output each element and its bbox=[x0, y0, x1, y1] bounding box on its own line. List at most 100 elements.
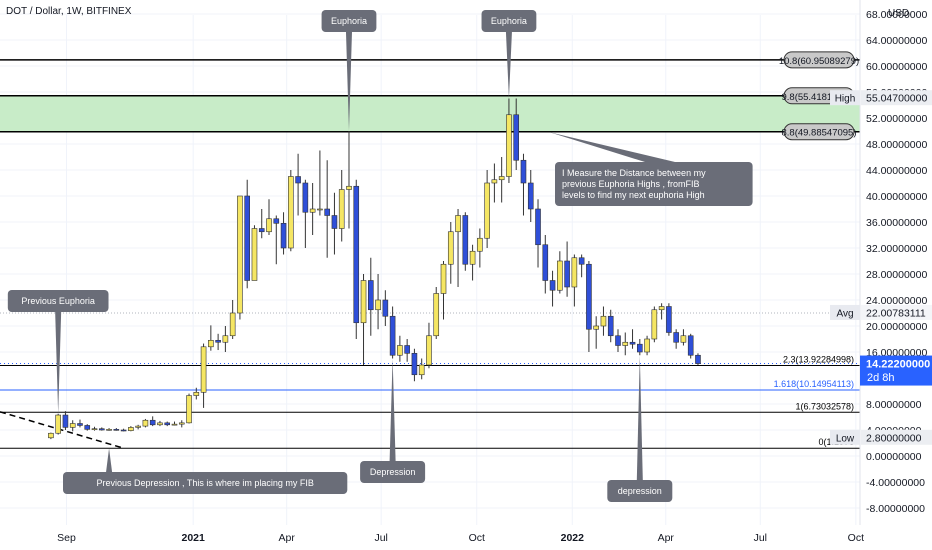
candle-down bbox=[295, 176, 301, 184]
candle-down bbox=[98, 428, 105, 431]
candle-up bbox=[477, 237, 483, 252]
candle-up bbox=[193, 391, 200, 396]
callout: depression bbox=[607, 355, 673, 502]
fib-level-label: 10.8(60.95089279) bbox=[779, 56, 859, 67]
line-badge-name: Avg bbox=[836, 308, 853, 319]
x-tick-label: Oct bbox=[848, 532, 864, 544]
candle-down bbox=[695, 354, 701, 364]
candle-up bbox=[251, 228, 258, 281]
x-tick-label: Jul bbox=[754, 532, 767, 544]
y-tick-label: 48.00000000 bbox=[866, 139, 927, 151]
line-badge-tag bbox=[830, 90, 860, 106]
callout-text: Previous Depression , This is where im p… bbox=[96, 478, 313, 488]
line-badge-value: 55.04700000 bbox=[866, 93, 927, 105]
candle-up bbox=[208, 339, 214, 348]
candle-down bbox=[513, 114, 520, 161]
callout-text: I Measure the Distance between my bbox=[562, 168, 706, 178]
x-tick-label: Apr bbox=[278, 532, 295, 544]
callout: Euphoria bbox=[481, 10, 537, 99]
candle-down bbox=[280, 223, 287, 249]
candle-up bbox=[171, 423, 178, 426]
candle-up bbox=[593, 325, 599, 330]
trend-line bbox=[0, 411, 124, 449]
candle-down bbox=[331, 215, 338, 229]
current-price-value: 14.22200000 bbox=[866, 359, 930, 371]
candle-up bbox=[237, 195, 243, 314]
annotations: Euphoria Euphoria Previous Euphoria Depress… bbox=[7, 10, 753, 502]
candle-up bbox=[186, 395, 192, 424]
fib-level-label: 1(6.73032578) bbox=[795, 401, 854, 411]
candle-up bbox=[571, 257, 578, 288]
candle-up bbox=[55, 414, 61, 434]
symbol-title[interactable]: DOT / Dollar, 1W, BITFINEX bbox=[6, 6, 132, 17]
candle-down bbox=[564, 260, 570, 288]
candle-down bbox=[666, 306, 672, 333]
callout-box bbox=[607, 480, 673, 502]
callout: Depression bbox=[360, 358, 426, 483]
callout-pointer bbox=[636, 355, 643, 480]
y-tick-label: -8.00000000 bbox=[866, 503, 925, 515]
callout-box bbox=[321, 10, 377, 32]
candle-up bbox=[375, 299, 381, 311]
candle-down bbox=[389, 315, 396, 356]
line-badge-value: 22.00783111 bbox=[866, 307, 926, 319]
candle-up bbox=[178, 422, 185, 425]
candle-up bbox=[157, 422, 163, 426]
candle-up bbox=[491, 179, 498, 184]
current-time-label: 2d 8h bbox=[860, 371, 932, 385]
candle-down bbox=[84, 425, 91, 430]
candle-up bbox=[658, 306, 665, 311]
callout-box bbox=[555, 162, 753, 206]
candle-down bbox=[527, 182, 534, 210]
y-tick-label: 28.00000000 bbox=[866, 269, 927, 281]
callout-pointer bbox=[389, 358, 396, 461]
candle-up bbox=[222, 335, 229, 343]
line-badge-tag bbox=[830, 429, 860, 445]
time-axis[interactable]: Sep 2021 Apr Jul Oct 2022 Apr Jul Oct bbox=[57, 532, 864, 544]
candle-down bbox=[673, 332, 679, 343]
candle-up bbox=[397, 345, 403, 356]
fib-level-label: 2.3(13.92284998) bbox=[783, 355, 854, 365]
candle-down bbox=[273, 218, 280, 224]
candle-down bbox=[578, 257, 585, 265]
candle-up bbox=[69, 423, 76, 428]
y-tick-label: 24.00000000 bbox=[866, 295, 927, 307]
candle-up bbox=[288, 176, 294, 249]
candle-down bbox=[113, 429, 120, 431]
callout-box bbox=[481, 10, 537, 32]
callout-pointer bbox=[55, 312, 62, 414]
candle-up bbox=[142, 419, 149, 427]
candle-down bbox=[324, 208, 330, 216]
candle-down bbox=[120, 429, 127, 432]
line-badge-value-bg bbox=[861, 90, 932, 106]
candle-up bbox=[360, 280, 367, 324]
x-tick-label: 2022 bbox=[561, 532, 585, 544]
fib-levels: 10.8(60.95089279) 9.8(55.41818187) 8.8(49.… bbox=[0, 51, 860, 449]
callout-box bbox=[63, 472, 348, 494]
candle-down bbox=[520, 159, 527, 184]
line-badge-value-bg bbox=[861, 429, 932, 445]
trend-line-segment bbox=[0, 411, 124, 449]
callout-box bbox=[7, 290, 109, 312]
candle-down bbox=[404, 345, 410, 354]
callout-pointer bbox=[549, 132, 675, 162]
candle-up bbox=[338, 189, 345, 229]
line-badge-value: 2.80000000 bbox=[866, 432, 922, 444]
fib-level-label: 1.618(10.14954113) bbox=[774, 379, 854, 389]
candle-down bbox=[244, 195, 250, 281]
callout-text: levels to find my next euphoria High bbox=[562, 190, 705, 200]
candle-up bbox=[447, 231, 454, 265]
candle-up bbox=[506, 114, 512, 177]
line-badge-name: High bbox=[835, 94, 856, 105]
candle-up bbox=[644, 338, 650, 353]
candle-up bbox=[346, 185, 352, 190]
candle-down bbox=[542, 244, 549, 281]
x-tick-label: 2021 bbox=[182, 532, 206, 544]
currency-label: USD bbox=[888, 8, 909, 19]
price-axis[interactable]: 68.0000000064.0000000060.0000000056.0000… bbox=[866, 8, 927, 515]
candle-down bbox=[382, 299, 389, 317]
candle-up bbox=[91, 428, 98, 431]
candle-down bbox=[149, 419, 156, 426]
candle-down bbox=[586, 263, 592, 330]
